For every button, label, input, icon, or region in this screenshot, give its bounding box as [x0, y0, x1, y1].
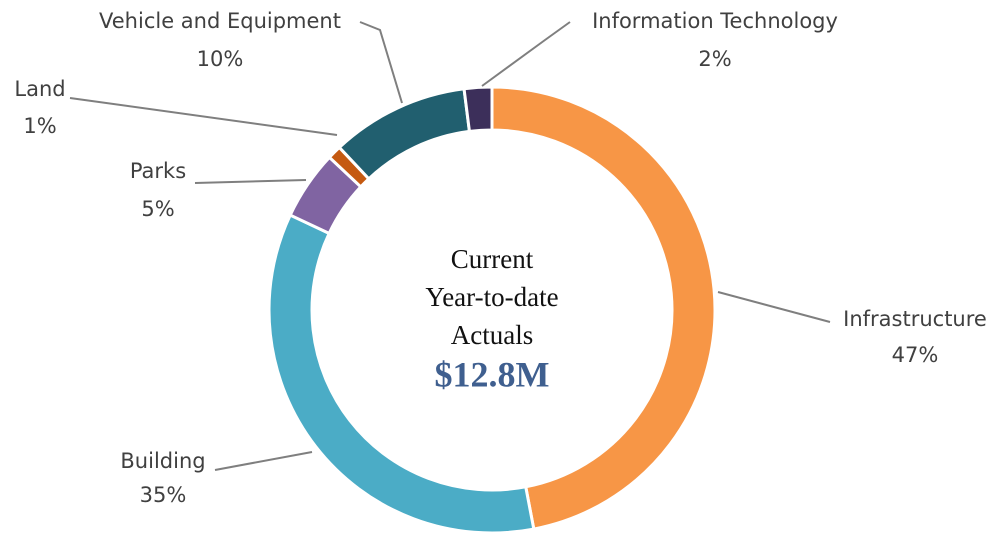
center-value: $12.8M	[435, 354, 550, 394]
slice-label: Building	[120, 449, 205, 473]
slice-label: Infrastructure	[843, 307, 987, 331]
leader-line	[194, 179, 307, 184]
leader-line	[214, 451, 313, 471]
slice-value-label: 47%	[892, 343, 939, 367]
donut-slice	[490, 85, 717, 531]
center-text: Year-to-date	[425, 282, 558, 312]
slice-value-label: 2%	[698, 47, 731, 71]
center-text: Actuals	[451, 320, 533, 350]
slice-value-label: 1%	[23, 114, 56, 138]
slice-value-label: 35%	[140, 483, 187, 507]
leader-line	[717, 291, 831, 323]
slice-value-label: 5%	[141, 197, 174, 221]
donut-slice	[337, 87, 472, 181]
leader-line	[359, 21, 403, 104]
slice-value-label: 10%	[197, 47, 244, 71]
leader-line	[481, 21, 571, 87]
slice-label: Information Technology	[592, 9, 838, 33]
center-text: Current	[451, 244, 534, 274]
leader-line	[69, 97, 338, 136]
donut-slice	[462, 85, 494, 134]
slice-label: Land	[14, 77, 65, 101]
slice-label: Vehicle and Equipment	[99, 9, 341, 33]
slice-label: Parks	[130, 159, 186, 183]
